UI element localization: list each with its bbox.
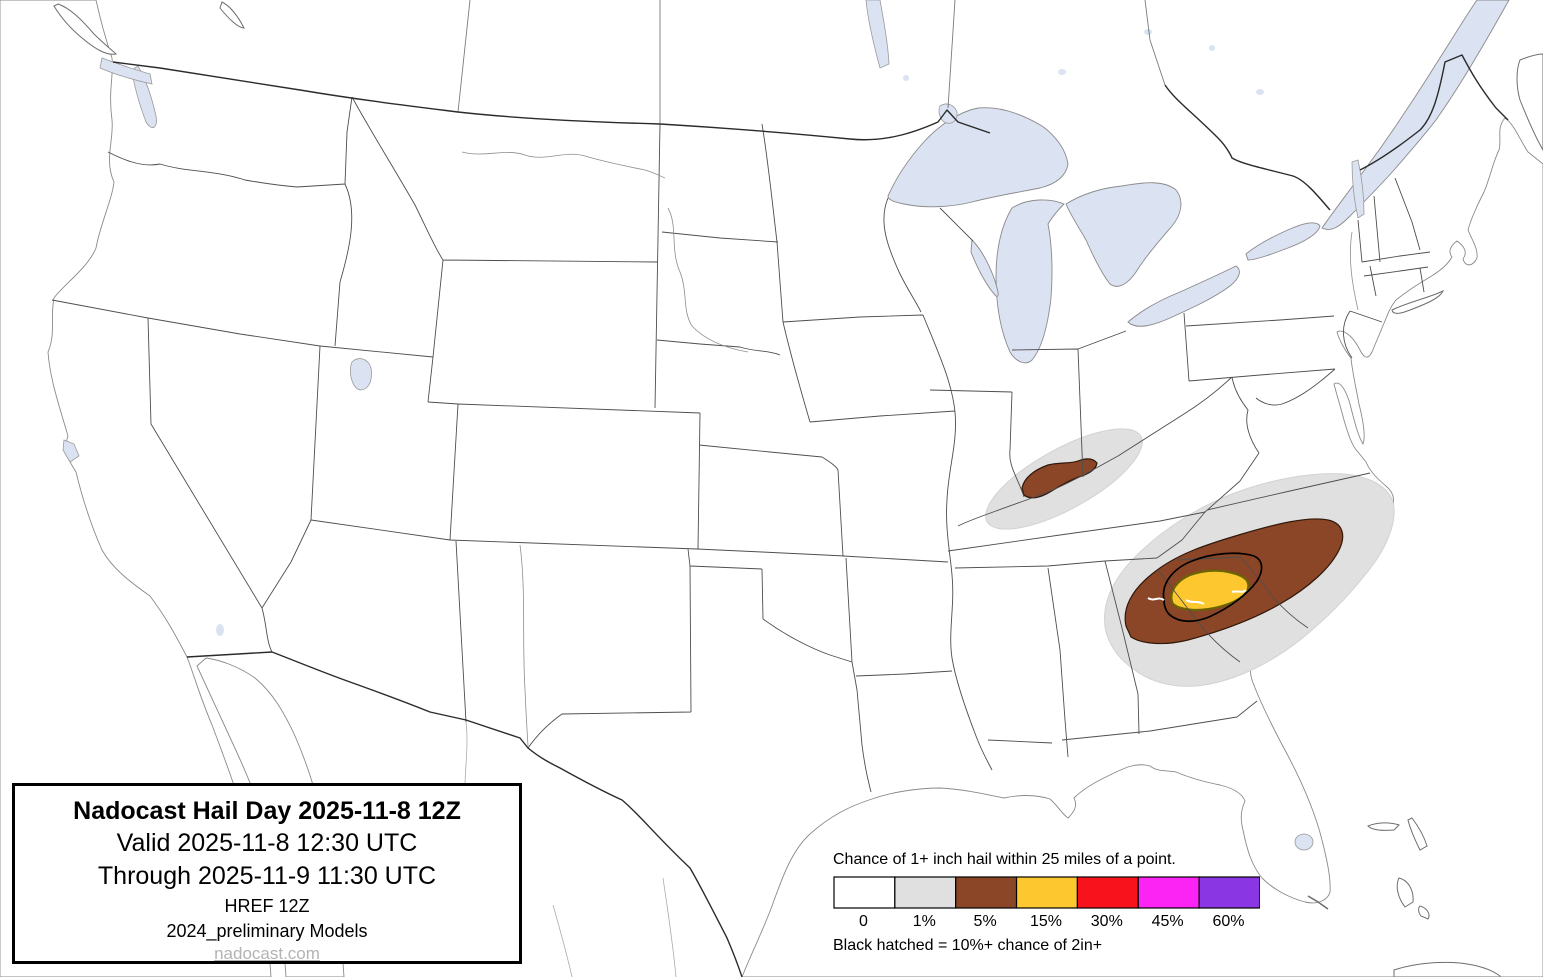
lake-champlain [1351,159,1365,219]
lake-winnipeg [865,0,890,69]
cuba-coast [1393,961,1501,977]
legend-label: 15% [1029,913,1062,930]
vancouver-island [53,3,118,55]
legend-swatch-15 [1015,876,1079,909]
us-canada-border [112,54,1509,211]
legend-label: 1% [912,913,936,930]
legend-label: 0 [858,913,868,930]
legend-label-row: 0 1% 5% 15% 30% 45% 60% [833,913,1259,931]
legend-caption: Chance of 1+ inch hail within 25 miles o… [833,851,1176,868]
gulf-islands [219,1,245,29]
through-time-line: Through 2025-11-9 11:30 UTC [97,862,437,890]
canada-province-borders [457,0,1166,124]
st-lawrence-river [1321,0,1510,230]
legend-swatch-1 [894,876,957,909]
lake-erie [1127,265,1240,327]
model-config-label: 2024_preliminary Models [166,921,368,941]
puget-sound [131,65,157,129]
hail-contour-5pct-ohio-valley [1021,458,1098,499]
legend-label: 5% [973,913,997,930]
rivers [461,151,1359,747]
state-borders-central [761,123,1258,793]
state-borders-east [957,177,1431,663]
islands [53,1,1543,977]
bahamas-grand-bahama [1367,822,1400,831]
san-francisco-bay [62,439,80,463]
legend-swatch-60 [1198,876,1260,909]
lake-ontario [1245,222,1321,261]
canada-lake [1058,69,1066,75]
valid-time-line: Valid 2025-11-8 12:30 UTC [116,829,418,857]
small-lakes [62,0,1365,851]
legend-swatch-0 [833,876,896,909]
canada-lake [1144,29,1152,35]
lake-michigan [995,199,1065,364]
great-lakes [887,107,1321,364]
legend-swatch-5 [955,876,1018,909]
lake-okeechobee [1294,833,1314,851]
legend-hatched-note: Black hatched = 10%+ chance of 2in+ [833,937,1103,954]
bahamas-abaco [1407,817,1428,851]
canada-lake [903,75,909,81]
green-bay [970,238,999,297]
nadocast-site-link[interactable]: nadocast.com [214,944,320,963]
legend-swatch-row [833,876,1260,909]
strait-juan-de-fuca [99,57,153,85]
long-island [1391,290,1444,314]
canada-lake [1256,89,1264,95]
salton-sea [216,624,224,636]
florida-keys [1307,895,1329,910]
bahamas-eleuthera [1418,905,1430,920]
great-salt-lake [350,358,372,391]
us-mexico-border [186,651,743,977]
state-borders-west [51,96,853,749]
legend-label: 30% [1090,913,1123,930]
legend-swatch-30 [1076,876,1139,909]
model-run-label: HREF 12Z [224,896,310,916]
title-box: Nadocast Hail Day 2025-11-8 12Z Valid 20… [12,783,522,964]
lake-superior [887,107,1069,208]
river-detail-overlay [1147,589,1247,605]
forecast-title: Nadocast Hail Day 2025-11-8 12Z [73,797,461,825]
canada-lake [1209,45,1215,51]
legend-swatch-45 [1137,876,1200,909]
hail-hatched-contour-2in [1162,552,1263,623]
legend-label: 60% [1212,913,1245,930]
hail-contour-15pct-southeast [1170,569,1250,612]
bahamas-andros [1396,877,1414,908]
lake-of-the-woods [938,103,958,124]
lake-huron [1065,182,1182,287]
nova-scotia [1516,53,1543,151]
hail-probability-legend: Chance of 1+ inch hail within 25 miles o… [833,851,1260,955]
legend-label: 45% [1151,913,1184,930]
